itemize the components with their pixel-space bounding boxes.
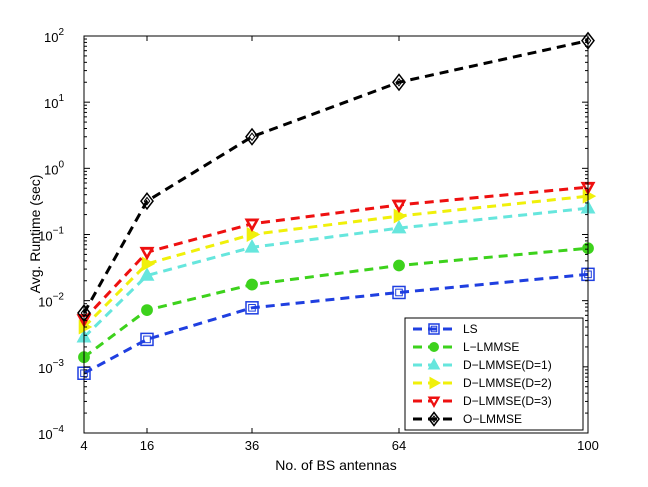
legend: LS L−LMMSE D−LMMSE(D=1) D−LMMSE(D=2) D−LMMSE… xyxy=(404,317,584,431)
series-line xyxy=(83,272,589,375)
marker-diamond-inner xyxy=(143,196,151,206)
x-tick-label: 4 xyxy=(80,438,87,453)
x-tick-label: 16 xyxy=(140,438,154,453)
marker-square-inner xyxy=(143,335,151,344)
marker-square-outline xyxy=(428,323,440,335)
marker-square-outline xyxy=(392,285,406,300)
marker-circle xyxy=(393,259,405,272)
legend-box xyxy=(404,317,584,431)
x-tick-label: 100 xyxy=(577,438,599,453)
marker-diamond-outline xyxy=(428,411,440,427)
marker-triangle-up xyxy=(244,239,260,253)
marker-diamond xyxy=(140,192,154,211)
ticks-layer: 4 16 36 64 100 10−4 10−3 10−2 10−1 100 101 102 xyxy=(38,27,599,453)
marker-diamond-inner xyxy=(395,77,403,87)
y-tick-label: 10−3 xyxy=(38,358,64,376)
marker-diamond xyxy=(392,73,406,92)
y-tick-label: 100 xyxy=(44,159,64,177)
marker-square-outline xyxy=(140,332,154,347)
marker-square xyxy=(245,301,259,315)
legend-entry: D−LMMSE(D=1) xyxy=(413,357,552,372)
marker-square-outline xyxy=(245,301,259,315)
marker-circle xyxy=(141,304,153,317)
marker-triangle-down-inner xyxy=(249,221,255,227)
marker-square-inner xyxy=(430,325,438,333)
legend-label: LS xyxy=(463,322,478,336)
y-tick-label: 10−2 xyxy=(38,292,64,310)
legend-entry: D−LMMSE(D=3) xyxy=(413,394,552,409)
legend-label: D−LMMSE(D=3) xyxy=(463,394,552,408)
series-layer xyxy=(76,31,597,380)
marker-square xyxy=(428,323,440,335)
marker-triangle-down xyxy=(391,199,407,214)
marker-square xyxy=(140,332,154,347)
marker-diamond-inner xyxy=(248,132,256,142)
legend-entry: D−LMMSE(D=2) xyxy=(413,376,552,390)
y-tick-label: 10−1 xyxy=(38,226,64,244)
marker-square-inner xyxy=(395,288,403,297)
marker-triangle-down xyxy=(139,246,155,261)
marker-triangle-up xyxy=(427,357,441,370)
x-tick-label: 36 xyxy=(245,438,259,453)
marker-circle xyxy=(429,342,439,352)
marker-diamond-outline xyxy=(245,127,259,146)
marker-diamond-inner xyxy=(431,415,437,423)
marker-triangle-up xyxy=(391,219,407,234)
marker-triangle-up xyxy=(139,267,155,281)
marker-diamond-outline xyxy=(392,73,406,92)
legend-label: O−LMMSE xyxy=(463,412,522,426)
y-tick-label: 102 xyxy=(44,27,64,45)
y-tick-label: 101 xyxy=(44,93,64,111)
y-tick-label: 10−4 xyxy=(38,424,64,442)
legend-label: D−LMMSE(D=2) xyxy=(463,376,552,390)
marker-triangle-right xyxy=(393,208,408,224)
marker-diamond xyxy=(245,127,259,146)
series-line xyxy=(82,39,589,314)
marker-triangle-down xyxy=(244,218,260,233)
marker-square-inner xyxy=(248,304,256,312)
marker-triangle-right xyxy=(429,376,442,390)
marker-triangle-right xyxy=(141,256,156,272)
marker-square xyxy=(392,285,406,300)
y-axis-label: Avg. Runtime (sec) xyxy=(27,175,43,294)
marker-triangle-down-inner xyxy=(396,202,402,208)
marker-triangle-down xyxy=(427,396,441,409)
marker-triangle-down-inner xyxy=(144,249,150,255)
legend-label: L−LMMSE xyxy=(463,340,519,354)
marker-circle xyxy=(246,278,258,291)
legend-entry: O−LMMSE xyxy=(413,411,522,427)
marker-diamond-outline xyxy=(140,192,154,211)
legend-entry: LS xyxy=(413,322,478,336)
x-tick-label: 64 xyxy=(392,438,406,453)
x-axis-label: No. of BS antennas xyxy=(275,457,396,473)
marker-diamond xyxy=(428,411,440,427)
legend-label: D−LMMSE(D=1) xyxy=(463,358,552,372)
marker-triangle-right xyxy=(246,227,261,242)
marker-triangle-down-inner xyxy=(431,399,437,404)
legend-entry: L−LMMSE xyxy=(413,340,519,354)
